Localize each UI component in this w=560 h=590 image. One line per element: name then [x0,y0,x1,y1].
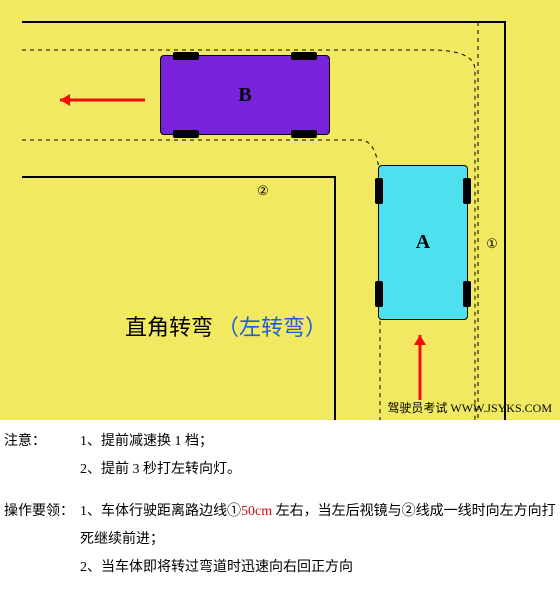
diagram-title: 直角转弯 （左转弯） [125,310,327,342]
watermark: 驾驶员考试 WWW.JSYKS.COM [387,399,552,416]
note-1: 1、提前减速换 1 档； [80,428,556,456]
note-2: 2、提前 3 秒打左转向灯。 [80,456,556,484]
car-a-label: A [416,231,430,254]
car-b: B [160,55,330,135]
title-sub: （左转弯） [217,310,327,342]
op-label: 操作要领： [4,498,80,554]
op-2: 2、当车体即将转过弯道时迅速向右回正方向 [80,554,556,582]
instructions-block: 注意： 1、提前减速换 1 档； 2、提前 3 秒打左转向灯。 操作要领： 1、… [0,420,560,590]
note-label: 注意： [4,428,80,456]
car-b-label: B [238,84,251,107]
marker-2: ② [254,182,272,200]
marker-1: ① [483,235,501,253]
car-a: A [378,165,468,320]
title-main: 直角转弯 [125,310,213,342]
op-1: 1、车体行驶距离路边线①50cm 左右，当左后视镜与②线成一线时向左方向打死继续… [80,498,556,554]
diagram-canvas: B A ① ② 直角转弯 （左转弯） 驾驶员考试 WWW.JSYKS.COM [0,0,560,420]
